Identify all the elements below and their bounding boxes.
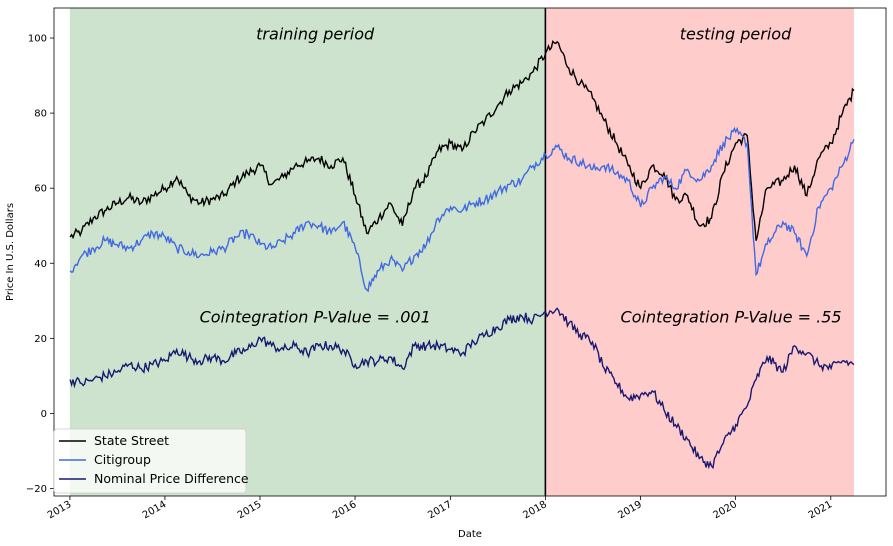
training-period-region (69, 8, 546, 496)
series-line-state-street (69, 39, 855, 241)
y-tick-label: 20 (34, 334, 47, 345)
y-tick-label: 0 (41, 409, 47, 420)
chart-annotations: training period testing period Cointegra… (200, 24, 842, 326)
y-tick-label: −20 (26, 484, 47, 495)
y-axis-ticks: −20 0 20 40 60 80 100 (26, 34, 54, 495)
training-pvalue-annotation: Cointegration P-Value = .001 (200, 308, 431, 327)
y-axis-label: Price In U.S. Dollars (5, 203, 16, 301)
plot-frame (53, 7, 887, 497)
series-line-nominal-price-difference (69, 307, 855, 470)
legend: State Street Citigroup Nominal Price Dif… (53, 428, 249, 494)
y-tick-label: 40 (34, 259, 47, 270)
series-lines (69, 39, 855, 470)
shaded-periods (69, 8, 854, 496)
x-axis-label: Date (458, 529, 482, 540)
testing-pvalue-annotation: Cointegration P-Value = .55 (621, 308, 842, 327)
legend-box (53, 428, 247, 494)
y-tick-label: 100 (28, 34, 47, 45)
y-tick-label: 60 (34, 184, 47, 195)
training-period-annotation: training period (256, 24, 375, 43)
testing-period-annotation: testing period (680, 24, 792, 43)
legend-label-citigroup: Citigroup (94, 452, 151, 467)
legend-label-state-street: State Street (94, 433, 169, 448)
legend-label-price-difference: Nominal Price Difference (94, 471, 249, 486)
y-tick-label: 80 (34, 109, 47, 120)
testing-period-region (545, 8, 854, 496)
series-line-citigroup (69, 126, 855, 293)
